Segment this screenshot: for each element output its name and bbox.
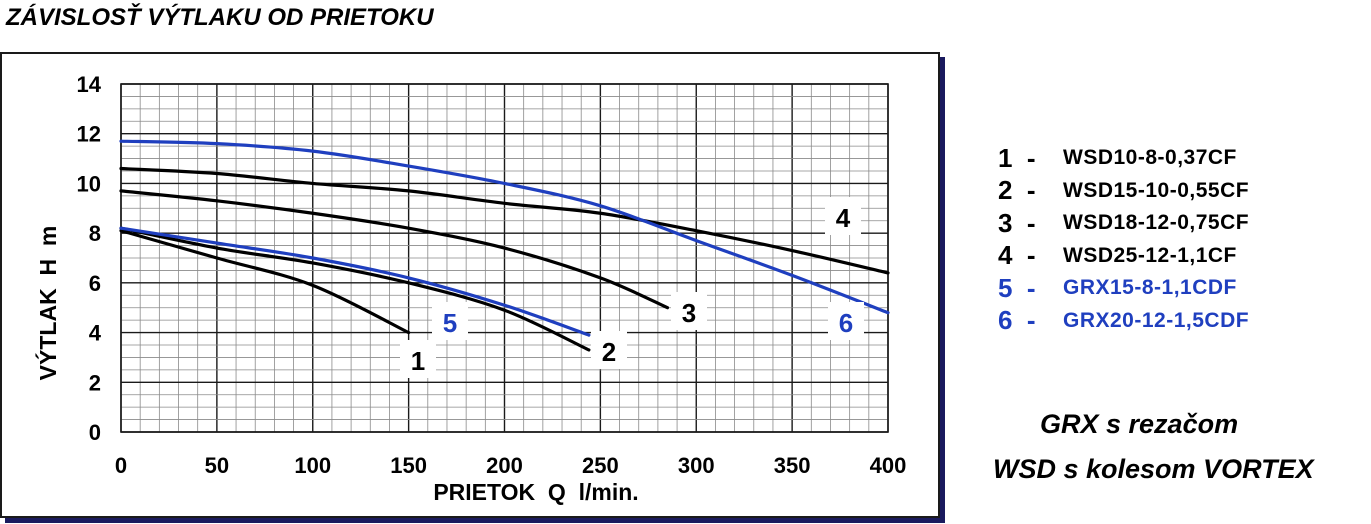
chart-frame (0, 52, 940, 518)
legend-item: 3 - WSD18-12-0,75CF (998, 207, 1358, 240)
legend-number: 2 - (998, 175, 1036, 206)
legend-number: 4 - (998, 240, 1036, 271)
series-line-3 (119, 189, 670, 310)
y-tick-label: 12 (77, 122, 101, 147)
note-grx: GRX s rezačom (1040, 409, 1239, 439)
y-tick-label: 6 (89, 271, 101, 296)
x-tick-label: 0 (115, 453, 127, 478)
note-wsd: WSD s kolesom VORTEX (993, 454, 1314, 484)
legend-pump-name: GRX15-8-1,1CDF (1063, 276, 1237, 300)
series-line-1 (119, 229, 411, 335)
curve-label-box (825, 197, 861, 235)
legend-pump-name: WSD18-12-0,75CF (1063, 211, 1250, 235)
legend-pump-name: WSD25-12-1,1CF (1063, 243, 1237, 267)
y-tick-label: 10 (77, 171, 101, 196)
y-tick-label: 14 (77, 72, 102, 97)
x-tick-label: 400 (870, 453, 907, 478)
legend-pump-name: WSD10-8-0,37CF (1063, 146, 1237, 170)
y-tick-label: 8 (89, 221, 101, 246)
y-tick-label: 0 (89, 420, 101, 445)
curve-number-labels: 1 2 3 4 5 6 (400, 197, 864, 378)
series-line-2 (119, 226, 591, 352)
x-tick-label: 300 (678, 453, 715, 478)
legend-number: 5 - (998, 272, 1036, 303)
plot-border (120, 83, 889, 433)
x-tick-label: 200 (486, 453, 523, 478)
legend-pump-name: GRX20-12-1,5CDF (1063, 308, 1250, 332)
curve-label-3: 3 (682, 298, 696, 328)
x-tick-label: 100 (294, 453, 331, 478)
page-title: ZÁVISLOSŤ VÝTLAKU OD PRIETOKU (6, 4, 434, 31)
legend-pump-name: WSD15-10-0,55CF (1063, 178, 1250, 202)
x-tick-label: 350 (774, 453, 811, 478)
curve-label-4: 4 (836, 203, 851, 233)
legend-item: 6 - GRX20-12-1,5CDF (998, 305, 1358, 338)
series-line-4 (119, 166, 890, 275)
series-line-5 (119, 226, 591, 337)
x-tick-label: 250 (582, 453, 619, 478)
y-tick-label: 4 (89, 321, 102, 346)
curve-label-5: 5 (443, 308, 457, 338)
curve-label-2: 2 (602, 337, 616, 367)
legend-number: 3 - (998, 207, 1036, 238)
legend: 1 - WSD10-8-0,37CF 2 - WSD15-10-0,55CF 3 - WS… (998, 142, 1358, 337)
legend-item: 1 - WSD10-8-0,37CF (998, 142, 1358, 175)
curve-label-box (828, 302, 864, 340)
chart-grid (120, 83, 889, 433)
x-axis-label: PRIETOK Q l/min. (433, 479, 638, 505)
chart-series (119, 139, 890, 352)
series-line-6 (119, 139, 890, 315)
curve-label-box (591, 331, 627, 369)
legend-number: 6 - (998, 305, 1036, 336)
curve-label-box (400, 340, 436, 378)
x-tick-label: 150 (390, 453, 427, 478)
curve-label-box (432, 302, 468, 340)
curve-label-1: 1 (411, 346, 425, 376)
curve-label-6: 6 (839, 308, 853, 338)
legend-number: 1 - (998, 142, 1036, 173)
legend-item: 2 - WSD15-10-0,55CF (998, 175, 1358, 208)
legend-item: 5 - GRX15-8-1,1CDF (998, 272, 1358, 305)
legend-item: 4 - WSD25-12-1,1CF (998, 240, 1358, 273)
x-tick-label: 50 (205, 453, 229, 478)
y-axis-label: VÝTLAK H m (34, 226, 61, 381)
curve-label-box (671, 292, 707, 330)
y-tick-label: 2 (89, 370, 101, 395)
